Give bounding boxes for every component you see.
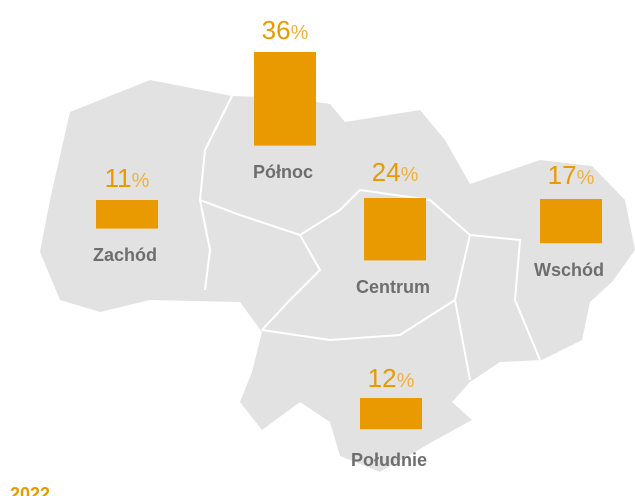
value-number: 36 (262, 15, 291, 45)
country-shape (40, 80, 635, 472)
value-label: 24% (372, 157, 419, 187)
value-label: 36% (262, 15, 309, 45)
value-number: 24 (372, 157, 401, 187)
value-label: 11% (105, 163, 150, 193)
value-unit: % (401, 164, 419, 186)
bar (96, 200, 158, 229)
bar (364, 198, 426, 261)
value-label: 12% (368, 363, 415, 393)
value-unit: % (132, 170, 150, 192)
year-label: 2022 (10, 484, 50, 496)
region-name: Zachód (93, 245, 157, 265)
region-name: Północ (253, 162, 313, 182)
value-unit: % (291, 22, 309, 44)
value-number: 11 (105, 163, 132, 193)
region-name: Wschód (534, 260, 604, 280)
bar (360, 398, 422, 430)
map (40, 80, 635, 472)
value-unit: % (577, 167, 595, 189)
value-label: 17% (548, 160, 595, 190)
region-name: Południe (351, 450, 427, 470)
value-number: 17 (548, 160, 577, 190)
bar (540, 199, 602, 244)
value-number: 12 (368, 363, 397, 393)
bar (254, 52, 316, 146)
region-name: Centrum (356, 277, 430, 297)
value-unit: % (397, 370, 415, 392)
region-border (198, 95, 541, 381)
